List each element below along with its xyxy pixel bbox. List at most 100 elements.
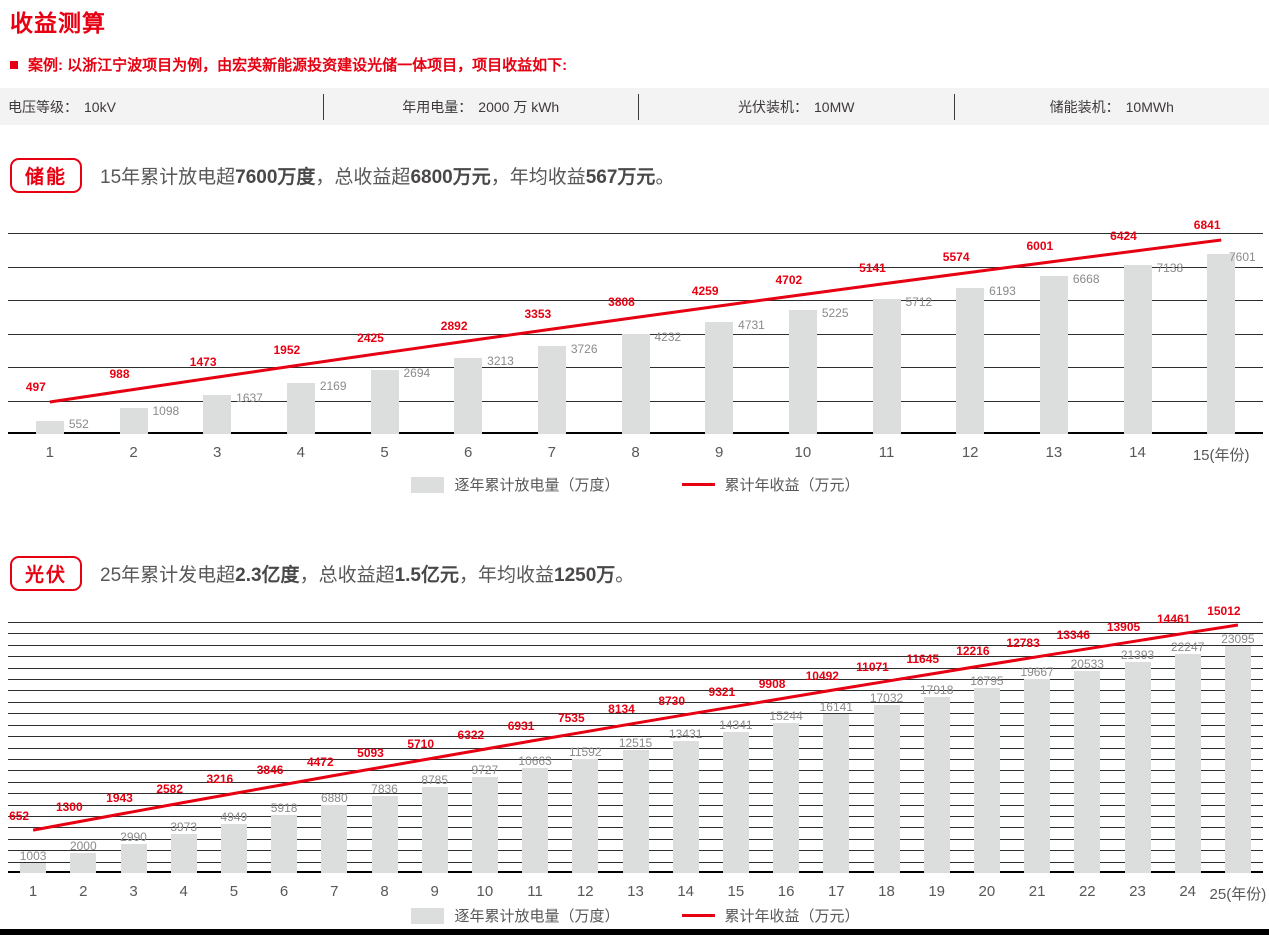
page-title: 收益测算 bbox=[10, 10, 106, 36]
line-value-label: 10492 bbox=[805, 668, 839, 683]
bar-value-label: 12515 bbox=[618, 735, 653, 750]
bar-year-20 bbox=[973, 688, 1000, 873]
bar-value-label: 5918 bbox=[270, 800, 298, 815]
summary-segment: 25年累计发电超 bbox=[100, 565, 236, 586]
gridline bbox=[8, 622, 1263, 623]
line-value-label: 6424 bbox=[1110, 228, 1137, 243]
x-tick-label: 10 bbox=[476, 883, 494, 900]
gridline bbox=[8, 266, 1263, 268]
bar-year-1 bbox=[20, 863, 47, 873]
x-tick-label: 20 bbox=[978, 883, 996, 900]
x-tick-label: 17 bbox=[827, 883, 845, 900]
bar-value-label: 22247 bbox=[1171, 640, 1205, 655]
bar-value-label: 21393 bbox=[1120, 648, 1155, 663]
bar-value-label: 20533 bbox=[1070, 656, 1104, 671]
line-value-label: 6931 bbox=[507, 719, 535, 734]
bar-year-2 bbox=[119, 408, 148, 434]
bar-value-label: 1637 bbox=[236, 391, 263, 406]
info-label: 储能装机： bbox=[1049, 98, 1120, 115]
summary-segment: ，总收益超 bbox=[315, 167, 411, 188]
pv-chart: 1003 2000 2990 3973 4949 5918 6880 7836 8785 9727… bbox=[8, 604, 1266, 926]
revenue-line bbox=[32, 623, 1239, 832]
bar-year-13 bbox=[622, 749, 649, 873]
line-value-label: 1473 bbox=[189, 355, 217, 370]
bar-value-label: 11592 bbox=[569, 744, 602, 759]
bar-year-21 bbox=[1024, 679, 1051, 873]
bar-year-8 bbox=[621, 333, 650, 434]
bar-value-label: 9727 bbox=[471, 763, 499, 778]
info-item-3: 光伏装机： 10MW bbox=[639, 97, 954, 117]
legend-label: 逐年累计放电量（万度） bbox=[454, 908, 620, 925]
x-tick-label: 22 bbox=[1078, 883, 1096, 900]
revenue-line bbox=[49, 238, 1222, 404]
line-value-label: 2892 bbox=[440, 318, 468, 333]
line-value-label: 2425 bbox=[357, 330, 384, 345]
line-value-label: 6841 bbox=[1193, 218, 1221, 233]
bar-year-5 bbox=[370, 370, 399, 434]
line-value-label: 14461 bbox=[1157, 611, 1191, 626]
x-tick-label: 7 bbox=[330, 883, 339, 900]
storage-chart-x-axis: 1 2 3 4 5 6 7 8 9 10 11 12 13 14 15(年份) bbox=[8, 438, 1263, 464]
info-label: 年用电量： bbox=[402, 98, 473, 115]
line-value-label: 4259 bbox=[691, 283, 719, 298]
legend-label: 逐年累计放电量（万度） bbox=[454, 477, 620, 494]
bar-value-label: 1098 bbox=[152, 404, 180, 419]
x-tick-label: 8 bbox=[631, 444, 640, 461]
storage-badge: 储能 bbox=[10, 158, 82, 193]
bar-year-3 bbox=[120, 843, 147, 873]
gridline bbox=[8, 747, 1263, 749]
bar-year-15 bbox=[1207, 254, 1236, 434]
line-value-label: 9908 bbox=[758, 676, 786, 691]
bar-year-5 bbox=[220, 824, 247, 873]
storage-chart-plot: 552 1098 1637 2169 2694 3213 3726 4232 4731 5225 5… bbox=[8, 218, 1263, 434]
legend-item: 逐年累计放电量（万度） bbox=[411, 905, 620, 926]
bar-value-label: 3213 bbox=[487, 354, 514, 369]
line-swatch-icon bbox=[681, 483, 715, 486]
gridline bbox=[8, 713, 1263, 715]
x-tick-label: 5 bbox=[380, 444, 389, 461]
legend-item: 累计年收益（万元） bbox=[681, 474, 860, 495]
bar-year-1 bbox=[35, 420, 64, 434]
x-tick-label: 12 bbox=[961, 444, 979, 461]
line-value-label: 11645 bbox=[906, 652, 940, 667]
line-value-label: 8134 bbox=[608, 702, 635, 717]
x-tick-label: 23 bbox=[1129, 883, 1146, 900]
line-value-label: 12783 bbox=[1006, 635, 1040, 650]
bar-value-label: 3973 bbox=[170, 819, 198, 834]
x-tick-label: 8 bbox=[380, 883, 389, 900]
gridline bbox=[8, 679, 1263, 681]
line-value-label: 13905 bbox=[1106, 619, 1141, 634]
line-value-label: 13346 bbox=[1056, 627, 1090, 642]
bar-value-label: 4949 bbox=[220, 810, 248, 825]
line-swatch-icon bbox=[681, 914, 715, 917]
x-tick-label: 3 bbox=[212, 444, 222, 461]
x-tick-label: 18 bbox=[878, 883, 895, 900]
summary-segment: ，年均收益 bbox=[490, 167, 586, 188]
gridline bbox=[8, 667, 1263, 669]
x-tick-label: 13 bbox=[1045, 444, 1063, 461]
x-tick-label: 21 bbox=[1028, 883, 1046, 900]
x-tick-label: 4 bbox=[179, 883, 188, 900]
bar-value-label: 14341 bbox=[719, 717, 753, 732]
bar-value-label: 4232 bbox=[654, 329, 682, 344]
info-value: 10kV bbox=[84, 98, 116, 115]
line-value-label: 6001 bbox=[1026, 239, 1054, 254]
bar-year-15 bbox=[722, 731, 749, 873]
x-tick-label: 19 bbox=[928, 883, 946, 900]
line-value-label: 8730 bbox=[658, 693, 686, 708]
info-divider bbox=[638, 93, 639, 120]
line-value-label: 9321 bbox=[708, 685, 736, 700]
summary-segment: 15年累计放电超 bbox=[100, 167, 236, 188]
line-value-label: 5710 bbox=[407, 736, 435, 751]
bar-year-9 bbox=[705, 322, 734, 434]
summary-segment: 。 bbox=[655, 167, 675, 188]
bottom-bar bbox=[0, 929, 1269, 935]
info-divider bbox=[322, 93, 324, 120]
section-header-pv: 光伏 25年累计发电超2.3亿度，总收益超1.5亿元，年均收益1250万。 bbox=[10, 556, 634, 591]
line-value-label: 1952 bbox=[273, 342, 301, 357]
x-tick-label: 14 bbox=[1129, 444, 1146, 461]
info-divider bbox=[953, 93, 955, 120]
bar-year-11 bbox=[872, 298, 901, 434]
bar-value-label: 16141 bbox=[819, 700, 853, 715]
summary-segment: 6800万元 bbox=[410, 167, 491, 188]
